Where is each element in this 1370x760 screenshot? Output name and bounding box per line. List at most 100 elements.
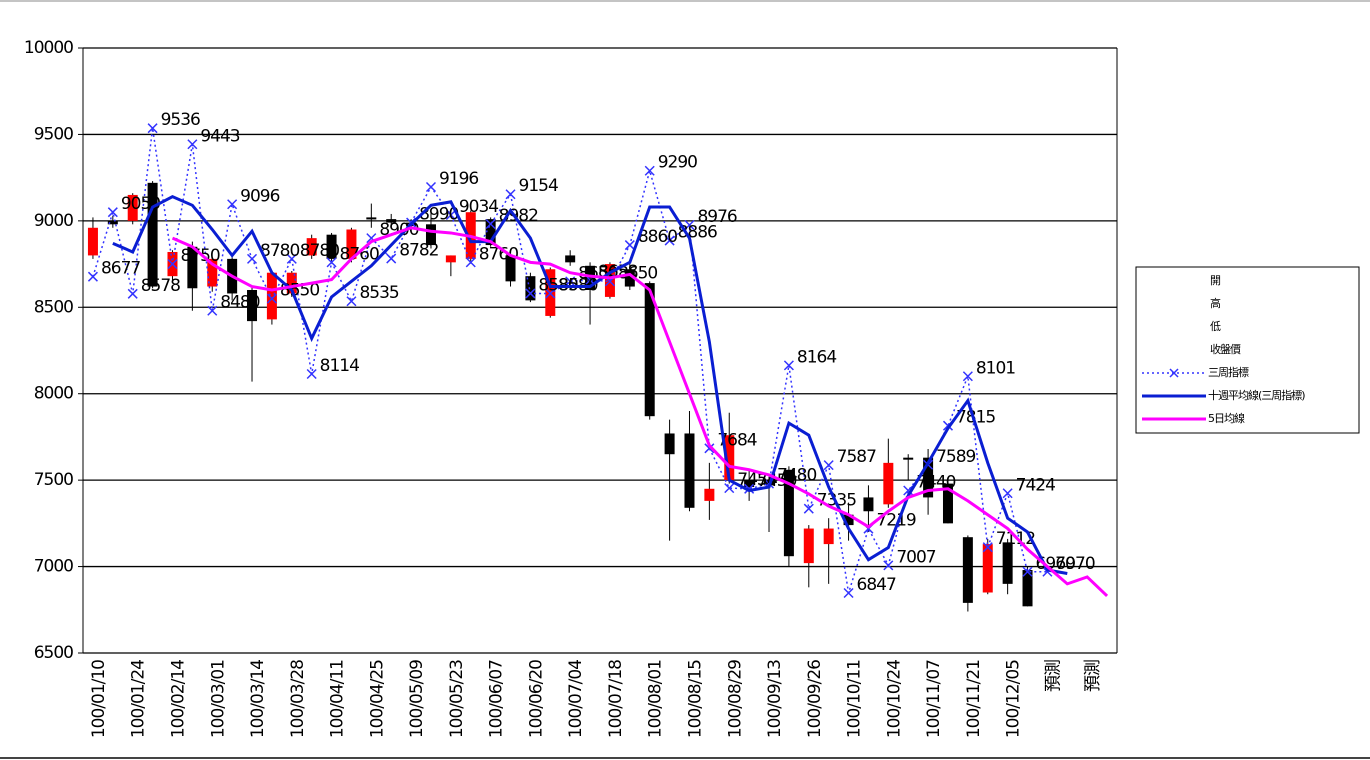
y-tick-label: 8000 [34,384,73,404]
candle-body [525,276,536,301]
candle-body [346,229,357,259]
x-tick-label: 100/02/14 [168,660,188,738]
candle-body [704,488,715,501]
candle-body [326,234,337,259]
legend-label: 十週平均線(三周指標) [1208,388,1305,402]
point-marker [684,219,695,231]
point-marker [465,257,476,268]
data-label: 8780 [300,241,339,261]
x-tick-label: 100/11/07 [924,660,944,738]
point-marker [744,483,755,494]
candle-body [107,220,118,225]
legend-label: 低 [1210,320,1221,333]
point-marker [1002,488,1013,499]
data-label: 9096 [240,186,279,206]
candle-body [585,265,596,290]
point-marker [266,293,277,304]
data-label: 8976 [697,207,736,227]
point-marker [425,181,437,193]
data-label: 9536 [161,110,200,130]
x-tick-label: 100/06/07 [487,660,507,738]
point-marker [565,276,576,287]
point-marker [783,360,794,371]
candle-body [445,255,456,263]
candle-body [843,514,854,526]
point-marker [147,123,158,134]
x-tick-label: 100/03/01 [208,660,228,738]
series-line [171,226,1109,598]
candle-body [783,469,794,557]
point-marker [982,542,993,553]
point-marker [207,305,218,316]
data-label: 6970 [1055,554,1094,574]
candle-body [724,435,735,481]
x-tick-label: 100/09/26 [805,660,825,738]
candle-body [863,497,874,512]
data-label: 9443 [200,126,239,146]
y-tick-label: 8500 [34,297,73,317]
legend-box [1135,266,1360,434]
data-label: 8164 [797,347,836,367]
candle-body [286,272,297,294]
legend-label: 三周指標 [1208,365,1249,379]
point-marker [883,560,894,571]
candle-body [505,255,516,282]
y-tick-label: 6500 [34,643,73,663]
x-tick-label: 100/09/13 [765,660,785,738]
candle-body [187,246,198,289]
data-label: 8860 [638,227,677,247]
candle-body [664,433,675,455]
candle-body [962,537,973,603]
series-line [112,194,1068,575]
point-marker [823,460,834,471]
data-label: 8650 [618,263,657,283]
point-marker [187,139,198,150]
data-label: 8578 [141,276,180,296]
x-tick-label: 100/06/20 [526,660,546,738]
data-label: 8114 [320,356,359,376]
point-marker [107,207,118,218]
point-marker [87,271,98,282]
data-label: 7424 [1016,475,1055,495]
data-label: 9050 [121,194,160,214]
x-tick-label: 100/04/11 [328,660,348,738]
point-marker [664,235,675,246]
x-tick-label: 預測 [1083,660,1103,692]
x-tick-label: 100/05/09 [407,660,427,738]
x-tick-label: 100/07/18 [606,660,626,738]
data-label: 8101 [976,358,1015,378]
legend-marker [1169,368,1179,378]
point-marker [545,288,556,299]
data-label: 7815 [956,408,995,428]
data-label: 7219 [876,511,915,531]
data-label: 8480 [220,293,259,313]
x-tick-label: 100/08/29 [725,660,745,738]
data-label: 7589 [936,447,975,467]
candle-body [247,290,258,322]
y-tick-label: 9500 [34,124,73,144]
point-marker [386,253,397,264]
candle-body [883,462,894,505]
x-tick-label: 100/11/21 [964,660,984,738]
x-tick-label: 100/07/04 [566,660,586,738]
data-label: 8990 [419,205,458,225]
point-marker [644,165,655,176]
x-tick-label: 100/03/14 [248,660,268,738]
data-label: 9034 [459,197,498,217]
candle-body [386,219,397,223]
candle-body [565,255,576,263]
x-tick-label: 100/10/11 [845,660,865,738]
point-marker [704,443,715,454]
candle-body [425,224,436,246]
data-label: 8677 [101,259,140,279]
candle-body [1002,542,1013,584]
data-label: 7007 [896,547,935,567]
candle-body [744,480,755,488]
point-marker [227,199,238,210]
x-tick-label: 100/03/28 [288,660,308,738]
y-tick-label: 7500 [34,470,73,490]
point-marker [843,587,854,599]
data-label: 8535 [359,283,398,303]
y-tick-label: 9000 [34,211,73,231]
